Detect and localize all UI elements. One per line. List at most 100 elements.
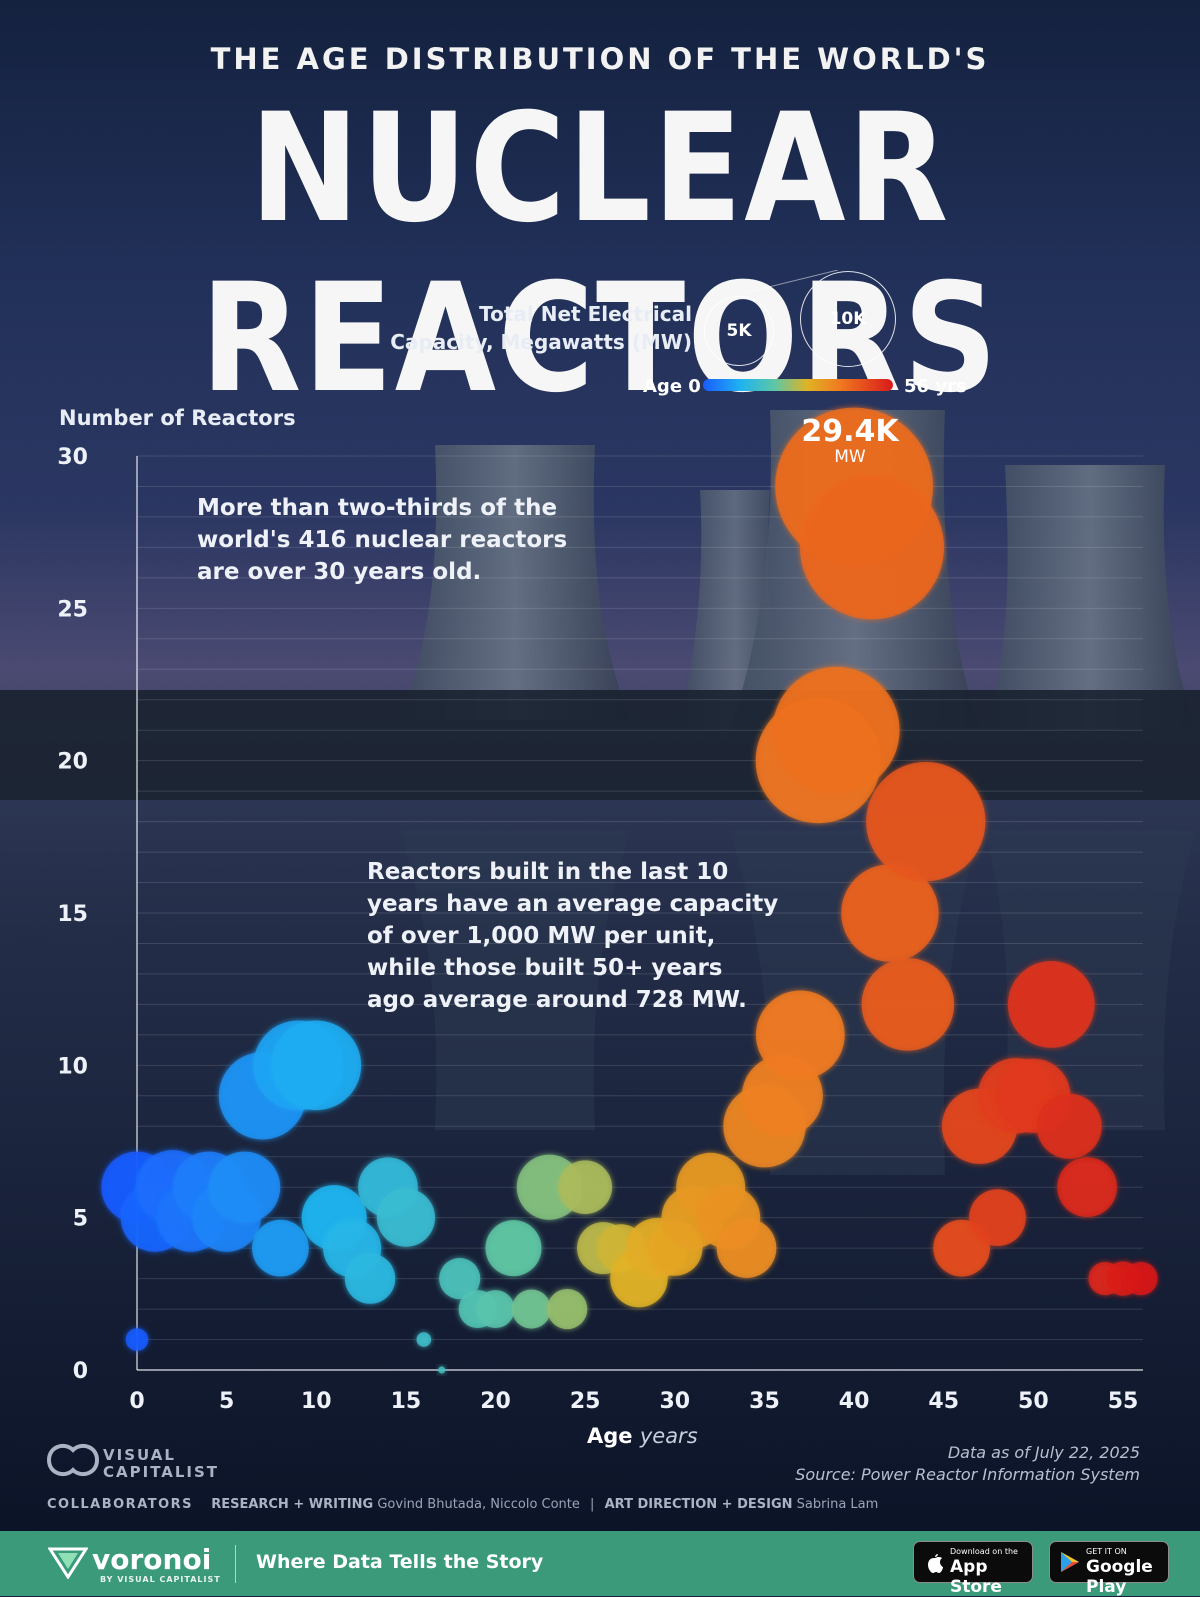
apple-icon	[928, 1554, 943, 1573]
x-tick-label: 35	[749, 1389, 780, 1414]
google-play-button[interactable]: GET IT ON Google Play	[1049, 1541, 1169, 1597]
annotation-line: are over 30 years old.	[197, 559, 482, 585]
reactor-bubble	[772, 666, 900, 794]
voronoi-byline: BY VISUAL CAPITALIST	[100, 1575, 221, 1584]
peak-callout-unit: MW	[834, 447, 866, 467]
y-tick-label: 5	[73, 1207, 88, 1232]
reactor-bubble	[755, 990, 845, 1080]
research-names: Govind Bhutada, Niccolo Conte	[377, 1497, 580, 1512]
reactor-bubble	[438, 1366, 446, 1374]
wordmark-line: VISUAL	[103, 1446, 176, 1464]
x-tick-label: 30	[660, 1389, 691, 1414]
app-store-big-text: App Store	[950, 1557, 1002, 1597]
annotation-line: Reactors built in the last 10	[367, 859, 729, 885]
voronoi-logo-icon	[48, 1547, 88, 1579]
reactor-bubble	[485, 1220, 542, 1277]
y-tick-label: 25	[57, 597, 88, 622]
google-play-small-text: GET IT ON	[1086, 1547, 1127, 1556]
reactor-bubble	[511, 1289, 551, 1329]
reactor-bubble	[271, 1020, 362, 1111]
annotation-middle: Reactors built in the last 10 years have…	[367, 856, 778, 1016]
reactor-bubble	[861, 958, 955, 1051]
peak-callout-value: 29.4K	[801, 414, 899, 449]
y-axis-title: Number of Reactors	[59, 406, 296, 430]
reactor-bubble	[800, 475, 945, 620]
credits: COLLABORATORS RESEARCH + WRITING Govind …	[47, 1497, 878, 1512]
reactor-bubble	[208, 1151, 281, 1223]
x-tick-label: 15	[391, 1389, 422, 1414]
reactor-bubble	[1057, 1157, 1117, 1218]
tower-reflection	[400, 830, 630, 1130]
app-store-small-text: Download on the	[950, 1547, 1018, 1556]
age-legend-end: 56 yrs	[904, 376, 967, 397]
age-legend-start: Age 0	[643, 376, 701, 397]
data-date: Data as of July 22, 2025	[947, 1443, 1140, 1462]
reactor-bubble	[1036, 1093, 1102, 1159]
annotation-line: while those built 50+ years	[367, 955, 723, 981]
tower-reflection	[985, 830, 1195, 1130]
reactor-bubble	[1124, 1262, 1158, 1296]
size-legend-title-line: Total Net Electrical	[479, 302, 692, 326]
data-source: Source: Power Reactor Information System	[795, 1465, 1140, 1484]
annotation-line: ago average around 728 MW.	[367, 987, 747, 1013]
treeline	[0, 690, 1200, 800]
reactor-bubble	[866, 761, 986, 882]
research-label: RESEARCH + WRITING	[211, 1497, 374, 1512]
reactor-bubble	[841, 864, 939, 962]
x-tick-label: 25	[570, 1389, 601, 1414]
x-tick-label: 5	[219, 1389, 234, 1414]
y-tick-label: 30	[57, 445, 88, 470]
wordmark-line: CAPITALIST	[103, 1463, 220, 1481]
annotation-line: More than two-thirds of the	[197, 495, 558, 521]
size-legend-circle-large: 10K	[800, 271, 896, 367]
reactor-bubble	[252, 1219, 309, 1277]
annotation-line: of over 1,000 MW per unit,	[367, 923, 716, 949]
x-tick-label: 55	[1108, 1389, 1139, 1414]
footer-bar: voronoi BY VISUAL CAPITALIST Where Data …	[0, 1531, 1200, 1597]
source-note: Data as of July 22, 2025 Source: Power R…	[795, 1442, 1140, 1486]
x-axis-title-unit: years	[639, 1424, 698, 1448]
app-store-button[interactable]: Download on the App Store	[913, 1541, 1033, 1597]
cooling-tower	[400, 445, 630, 720]
size-legend-connector	[739, 270, 839, 295]
x-axis-title-label: Age	[587, 1424, 633, 1448]
x-tick-label: 0	[129, 1389, 144, 1414]
collaborators-label: COLLABORATORS	[47, 1497, 194, 1512]
age-color-scale	[703, 379, 893, 391]
reactor-bubble	[1007, 961, 1095, 1048]
voronoi-wordmark[interactable]: voronoi	[92, 1543, 212, 1576]
visual-capitalist-wordmark: VISUAL CAPITALIST	[103, 1447, 219, 1481]
reactor-bubble	[558, 1160, 613, 1215]
tick-labels: 0 5 10 15 20 25 30 0 5 10 15 20 25 30 35 40 45 50 55	[57, 445, 1138, 1414]
size-legend-circle-small: 5K	[704, 296, 774, 366]
cooling-tower	[985, 465, 1195, 730]
x-tick-label: 20	[480, 1389, 511, 1414]
bubbles	[101, 407, 1158, 1374]
footer-divider	[235, 1545, 236, 1583]
y-tick-label: 15	[57, 902, 88, 927]
peak-callout: 29.4K MW	[790, 414, 910, 467]
chart-supertitle: THE AGE DISTRIBUTION OF THE WORLD'S	[210, 42, 990, 76]
credits-separator: |	[590, 1497, 595, 1512]
x-tick-label: 45	[928, 1389, 959, 1414]
y-tick-label: 20	[57, 750, 88, 775]
y-tick-label: 0	[73, 1359, 88, 1384]
reactor-bubble	[376, 1188, 436, 1247]
size-legend-title: Total Net Electrical Capacity, Megawatts…	[390, 300, 692, 356]
size-legend-title-line: Capacity, Megawatts (MW)	[390, 330, 692, 354]
x-tick-label: 50	[1018, 1389, 1049, 1414]
footer-tagline: Where Data Tells the Story	[256, 1551, 544, 1573]
design-label: ART DIRECTION + DESIGN	[604, 1497, 793, 1512]
x-axis-title: Age years	[587, 1424, 698, 1448]
reactor-bubble	[125, 1328, 149, 1351]
reactor-bubble	[547, 1289, 588, 1330]
annotation-line: world's 416 nuclear reactors	[197, 527, 568, 553]
design-names: Sabrina Lam	[796, 1497, 879, 1512]
annotation-line: years have an average capacity	[367, 891, 779, 917]
reactor-bubble	[439, 1258, 481, 1300]
annotation-top: More than two-thirds of the world's 416 …	[197, 492, 567, 588]
reactor-bubble	[716, 1218, 777, 1278]
x-tick-label: 40	[839, 1389, 870, 1414]
gridlines	[137, 455, 1143, 1371]
reactor-bubble	[416, 1332, 432, 1347]
